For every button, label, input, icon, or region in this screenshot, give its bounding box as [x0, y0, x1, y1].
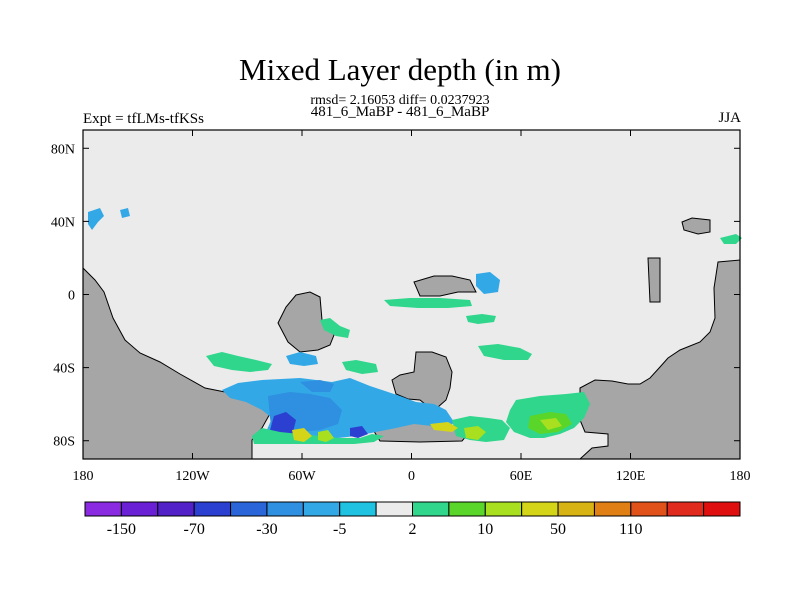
colorbar-label: -5: [333, 521, 346, 538]
stats-line: rmsd= 2.16053 diff= 0.0237923: [310, 93, 490, 108]
data-patch: [286, 352, 318, 366]
x-tick-label: 180: [73, 469, 94, 484]
data-patch: [478, 344, 532, 360]
colorbar-label: 110: [619, 521, 642, 538]
colorbar-swatch: [557, 501, 595, 517]
colorbar-swatch: [666, 501, 705, 517]
data-patch: [292, 428, 312, 442]
colorbar-swatch: [120, 501, 159, 517]
x-tick-label: 120E: [616, 469, 646, 484]
data-field: [88, 208, 742, 444]
colorbar-swatch: [230, 501, 268, 517]
chart-title: Mixed Layer depth (in m): [239, 52, 561, 87]
y-tick-label: 80N: [51, 142, 75, 157]
colorbar-swatch: [84, 501, 122, 517]
data-patch: [120, 208, 130, 218]
season-label: JJA: [718, 110, 741, 126]
x-tick-label: 60E: [510, 469, 533, 484]
colorbar-label: 2: [409, 521, 417, 538]
colorbar: -150 -70 -30 -5 2 10 50 110: [84, 501, 741, 538]
colorbar-swatch: [703, 501, 741, 517]
data-patch: [466, 314, 496, 324]
data-patch: [464, 426, 486, 440]
colorbar-label: -150: [107, 521, 136, 538]
data-patch: [720, 234, 742, 244]
y-tick-label: 40S: [53, 362, 75, 377]
colorbar-swatch: [193, 501, 232, 517]
data-patch: [350, 426, 368, 438]
data-patch: [476, 272, 500, 294]
colorbar-label: -30: [256, 521, 277, 538]
land-maritime-asia: [647, 257, 661, 303]
data-patch: [342, 360, 378, 374]
colorbar-swatch: [521, 501, 559, 517]
colorbar-swatch: [448, 501, 486, 517]
land-equatorial: [413, 275, 477, 297]
colorbar-swatch: [266, 501, 304, 517]
colorbar-swatch: [593, 501, 632, 517]
data-patch: [540, 418, 562, 430]
land-indian-shelf: [578, 259, 741, 460]
data-patch: [206, 352, 272, 372]
land-southern-africa: [391, 351, 453, 409]
colorbar-swatch: [157, 501, 195, 517]
x-tick-label: 0: [408, 469, 415, 484]
land-north-pacific: [681, 217, 711, 235]
data-patch: [300, 380, 334, 392]
x-tick-label: 120W: [175, 469, 210, 484]
colorbar-label: -70: [184, 521, 205, 538]
colorbar-swatch: [375, 501, 414, 517]
colorbar-swatch: [302, 501, 341, 517]
data-patch: [320, 318, 350, 338]
colorbar-label: 10: [477, 521, 493, 538]
experiment-label: Expt = tfLMs-tfKSs: [83, 111, 204, 127]
axis-ticks: 180 120W 60W 0 60E 120E 180 80N 40N 0 40S 80S: [51, 130, 751, 484]
data-patch: [430, 422, 458, 432]
colorbar-swatch: [339, 501, 377, 517]
data-patch: [384, 298, 472, 308]
x-tick-label: 180: [730, 469, 751, 484]
chart-subtitle: 481_6_MaBP - 481_6_MaBP: [310, 104, 490, 120]
y-tick-label: 80S: [53, 435, 75, 450]
data-patch: [88, 208, 104, 230]
colorbar-swatch: [630, 501, 668, 517]
colorbar-label: 50: [550, 521, 566, 538]
x-tick-label: 60W: [288, 469, 316, 484]
colorbar-swatch: [412, 501, 450, 517]
colorbar-swatch: [484, 501, 523, 517]
y-tick-label: 0: [68, 289, 75, 304]
y-tick-label: 40N: [51, 215, 75, 230]
data-patch: [318, 430, 334, 442]
